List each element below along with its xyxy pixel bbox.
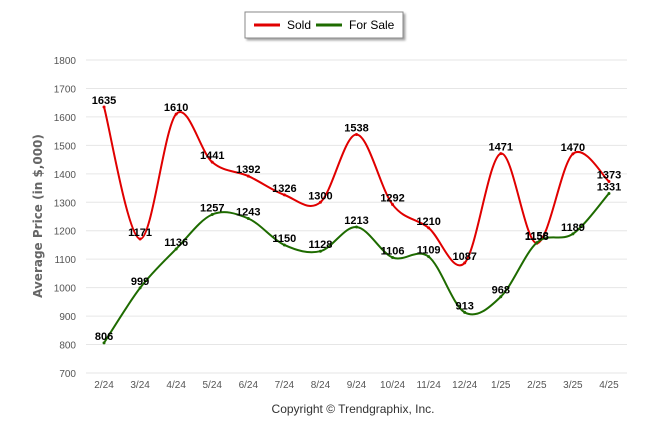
y-tick-label: 1800 [54,56,77,67]
data-label-for-sale: 1128 [308,239,332,251]
data-point-for-sale [282,243,286,247]
data-point-sold [138,237,142,241]
data-point-for-sale [102,341,106,345]
x-tick-label: 7/24 [275,380,295,391]
data-label-sold: 1087 [452,251,476,263]
x-tick-label: 3/25 [563,380,583,391]
y-tick-label: 1700 [54,84,77,95]
x-tick-label: 6/24 [239,380,259,391]
data-point-for-sale [174,247,178,251]
x-tick-label: 8/24 [311,380,331,391]
data-point-for-sale [607,191,611,195]
y-axis-label: Average Price (in $,000) [31,134,45,298]
data-label-for-sale: 1213 [344,215,368,227]
data-label-for-sale: 1106 [381,245,405,257]
data-label-for-sale: 999 [131,276,149,288]
y-tick-label: 1000 [54,284,77,295]
data-point-sold [571,152,575,156]
y-tick-label: 1200 [54,227,77,238]
copyright-text: Copyright © Trendgraphix, Inc. [272,402,435,416]
x-tick-label: 11/24 [416,380,441,391]
x-tick-label: 9/24 [347,380,367,391]
x-tick-label: 12/24 [452,380,477,391]
data-point-for-sale [391,255,395,259]
data-label-sold: 1373 [597,170,621,182]
data-label-for-sale: 1257 [200,203,224,215]
data-label-sold: 1635 [92,95,116,107]
data-label-for-sale: 806 [95,331,113,343]
data-label-for-sale: 1150 [272,233,296,245]
data-point-for-sale [535,241,539,245]
data-label-sold: 1610 [164,102,188,114]
y-tick-label: 900 [59,312,76,323]
x-axis-ticks: 2/24 3/24 4/24 5/24 6/24 7/24 8/24 9/24 10/24 11/… [94,380,619,391]
data-label-sold: 1300 [308,190,332,202]
data-point-for-sale [138,286,142,290]
y-tick-label: 1500 [54,141,77,152]
x-tick-label: 5/24 [202,380,222,391]
data-point-sold [463,261,467,265]
data-label-for-sale: 1158 [525,231,549,243]
data-point-for-sale [246,216,250,220]
x-tick-label: 4/25 [599,380,619,391]
y-tick-label: 1100 [54,255,76,266]
data-point-for-sale [571,232,575,236]
series-lines [102,105,611,345]
data-point-sold [499,152,503,156]
data-point-sold [174,112,178,116]
grid [86,59,627,374]
data-label-for-sale: 1243 [236,206,260,218]
data-point-sold [102,105,106,109]
data-label-sold: 1171 [128,227,152,239]
data-point-sold [282,193,286,197]
data-label-sold: 1538 [344,123,368,135]
data-labels: 1635 1171 1610 1441 1392 1326 1300 1538 1292 1210… [92,95,621,343]
data-label-sold: 1292 [380,193,404,205]
x-tick-label: 3/24 [130,380,150,391]
data-label-for-sale: 968 [492,285,510,297]
data-point-for-sale [427,255,431,259]
x-tick-label: 1/25 [491,380,511,391]
legend-label-for-sale: For Sale [349,18,395,32]
y-tick-label: 1600 [54,113,77,124]
data-label-sold: 1210 [416,216,440,228]
legend: Sold For Sale [244,11,404,39]
data-point-for-sale [210,213,214,217]
data-point-for-sale [499,295,503,299]
y-axis-ticks: 700 800 900 1000 1100 1200 1300 1400 1500 1600 170… [54,56,77,380]
y-tick-label: 1300 [54,198,77,209]
x-tick-label: 10/24 [380,380,405,391]
data-label-for-sale: 1331 [597,181,621,193]
data-label-sold: 1156 [525,231,549,243]
data-point-sold [246,174,250,178]
data-point-sold [607,180,611,184]
data-point-sold [391,203,395,207]
legend-label-sold: Sold [287,18,311,32]
x-tick-label: 4/24 [166,380,186,391]
data-label-for-sale: 1189 [561,222,585,234]
data-label-sold: 1392 [236,164,260,176]
data-point-for-sale [463,310,467,314]
data-label-sold: 1326 [272,183,296,195]
data-point-for-sale [355,225,358,229]
data-point-for-sale [318,249,322,253]
data-point-sold [318,200,322,204]
data-label-sold: 1470 [561,142,585,154]
data-label-for-sale: 913 [456,300,474,312]
data-point-sold [427,226,431,230]
x-tick-label: 2/25 [527,380,547,391]
x-tick-label: 2/24 [94,380,114,391]
data-label-for-sale: 1136 [164,237,188,249]
y-tick-label: 700 [59,369,76,380]
data-point-sold [355,133,358,137]
data-label-for-sale: 1109 [417,245,441,257]
data-label-sold: 1471 [489,142,513,154]
data-point-sold [210,160,214,164]
y-tick-label: 800 [59,341,76,352]
data-label-sold: 1441 [200,150,224,162]
y-tick-label: 1400 [54,170,77,181]
